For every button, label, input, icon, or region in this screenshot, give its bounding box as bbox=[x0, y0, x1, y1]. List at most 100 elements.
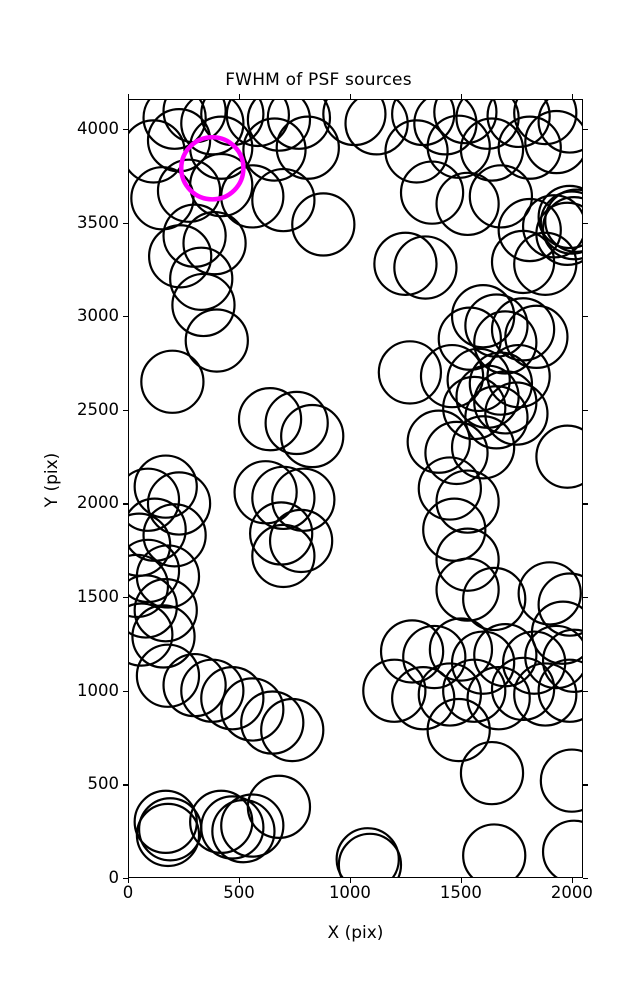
y-tick-mark bbox=[583, 409, 588, 412]
x-tick-mark bbox=[571, 878, 574, 883]
y-tick-label: 2500 bbox=[77, 399, 119, 419]
psf-source-circle bbox=[459, 117, 525, 182]
psf-source-circle bbox=[260, 697, 325, 763]
y-tick-mark bbox=[583, 128, 588, 131]
y-tick-label: 1500 bbox=[77, 587, 119, 607]
psf-source-circle bbox=[133, 454, 198, 519]
psf-source-circle bbox=[537, 99, 583, 154]
y-tick-mark bbox=[123, 784, 128, 786]
psf-source-circle bbox=[442, 658, 507, 723]
psf-source-circle bbox=[266, 99, 332, 150]
psf-source-circle bbox=[539, 748, 583, 813]
psf-source-circle bbox=[462, 566, 527, 632]
psf-source-circle bbox=[147, 224, 213, 289]
psf-source-circle bbox=[513, 231, 578, 296]
psf-source-circle bbox=[435, 527, 500, 592]
psf-source-circle bbox=[344, 99, 409, 156]
psf-source-circles bbox=[128, 99, 583, 878]
psf-source-circle bbox=[484, 381, 549, 446]
psf-source-circle bbox=[490, 656, 556, 722]
psf-source-circle bbox=[200, 795, 265, 860]
selected-source-circle bbox=[179, 134, 246, 202]
psf-source-circle bbox=[539, 190, 583, 255]
x-tick-mark bbox=[128, 94, 130, 99]
psf-source-circle bbox=[417, 662, 482, 727]
psf-source-circle bbox=[502, 630, 567, 695]
psf-source-circle bbox=[156, 158, 222, 223]
psf-source-circle bbox=[128, 467, 181, 532]
psf-source-circle bbox=[524, 109, 583, 175]
psf-source-circle bbox=[541, 196, 583, 261]
psf-source-circle bbox=[337, 832, 403, 878]
y-tick-mark bbox=[123, 128, 128, 131]
x-tick-mark bbox=[460, 94, 463, 99]
psf-source-circle bbox=[435, 557, 500, 622]
psf-source-circle bbox=[264, 390, 329, 456]
psf-source-circle bbox=[486, 99, 551, 149]
y-tick-mark bbox=[583, 597, 588, 599]
psf-source-circle bbox=[169, 246, 234, 311]
psf-source-circle bbox=[140, 349, 205, 414]
psf-source-circle bbox=[462, 823, 527, 878]
psf-source-circle bbox=[399, 160, 465, 225]
psf-source-circle bbox=[517, 561, 582, 626]
y-tick-label: 3000 bbox=[77, 306, 119, 326]
psf-source-circle bbox=[417, 456, 482, 521]
psf-source-circle bbox=[437, 306, 502, 371]
y-tick-mark bbox=[583, 878, 588, 880]
psf-source-circle bbox=[428, 617, 494, 682]
psf-source-circle bbox=[182, 211, 247, 276]
psf-source-circle bbox=[497, 197, 562, 263]
psf-source-circle bbox=[513, 99, 578, 146]
chart-title: FWHM of PSF sources bbox=[225, 70, 412, 90]
y-tick-mark bbox=[123, 222, 128, 224]
y-tick-mark bbox=[123, 409, 128, 412]
psf-source-circle bbox=[513, 662, 578, 727]
y-axis-label: Y (pix) bbox=[42, 452, 62, 508]
psf-source-circle bbox=[468, 351, 534, 416]
psf-source-circle bbox=[225, 99, 291, 148]
y-tick-mark bbox=[583, 503, 588, 505]
y-tick-label: 1000 bbox=[77, 680, 119, 700]
psf-source-circle bbox=[251, 167, 316, 233]
y-tick-label: 0 bbox=[108, 868, 120, 887]
psf-source-circle bbox=[291, 192, 356, 257]
x-tick-label: 1500 bbox=[439, 883, 482, 902]
y-tick-mark bbox=[123, 503, 128, 505]
psf-source-circle bbox=[237, 387, 303, 452]
psf-source-circle bbox=[246, 99, 312, 152]
psf-source-circle bbox=[280, 403, 345, 469]
psf-source-circle bbox=[200, 666, 265, 731]
psf-source-circle bbox=[373, 231, 438, 296]
x-tick-mark bbox=[571, 94, 574, 99]
x-tick-label: 0 bbox=[122, 883, 134, 902]
x-tick-label: 1000 bbox=[328, 883, 371, 902]
psf-source-circle bbox=[402, 624, 467, 690]
y-tick-mark bbox=[123, 316, 128, 318]
psf-source-circle bbox=[362, 658, 427, 723]
psf-source-circle bbox=[541, 819, 583, 878]
psf-source-circle bbox=[377, 340, 443, 405]
y-tick-label: 3500 bbox=[77, 212, 119, 232]
psf-source-circle bbox=[406, 409, 471, 474]
plot-area: 0 500 1000 1500 2000 2500 3000 3500 4000 0 500 1000… bbox=[77, 94, 593, 901]
psf-source-circle bbox=[128, 538, 181, 604]
y-tick-label: 2000 bbox=[77, 493, 119, 513]
psf-source-circle bbox=[393, 235, 458, 300]
x-tick-mark bbox=[349, 878, 352, 883]
psf-source-circle bbox=[497, 115, 562, 180]
psf-source-circle bbox=[446, 347, 511, 413]
psf-source-circle bbox=[242, 117, 307, 182]
psf-source-circle bbox=[535, 424, 583, 489]
psf-source-circle bbox=[419, 343, 485, 409]
y-tick-mark bbox=[583, 316, 588, 318]
psf-source-circle bbox=[146, 471, 212, 536]
psf-source-circle bbox=[541, 628, 583, 693]
y-tick-mark bbox=[583, 690, 588, 692]
psf-source-circle bbox=[459, 740, 525, 806]
psf-source-circle bbox=[544, 188, 583, 253]
x-tick-label: 2000 bbox=[550, 883, 593, 902]
psf-source-circle bbox=[275, 115, 340, 180]
psf-source-circle bbox=[384, 119, 449, 184]
